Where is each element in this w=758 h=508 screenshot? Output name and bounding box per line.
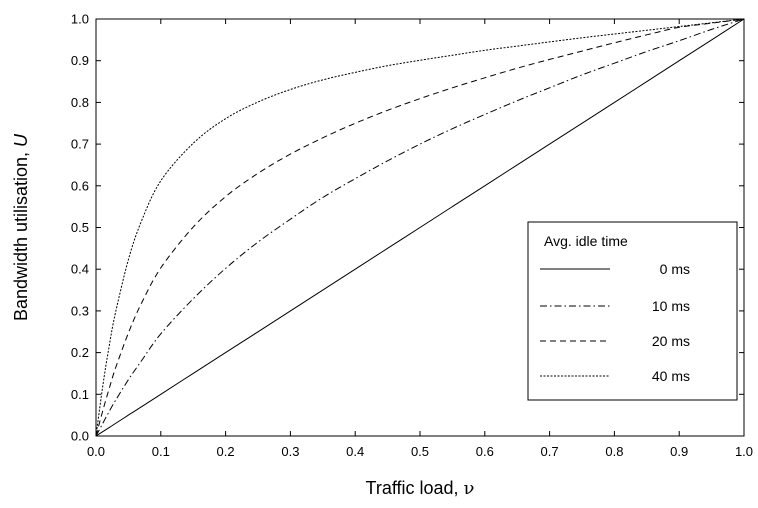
legend-box [527,221,738,401]
y-tick-label: 0.0 [71,429,89,444]
y-axis-title-symbol: U [11,133,31,147]
x-tick-label: 1.0 [735,444,753,459]
y-tick-label: 0.6 [71,178,89,193]
legend-entry-label: 40 ms [652,368,690,384]
y-tick-label: 0.9 [71,53,89,68]
x-tick-label: 0.1 [152,444,170,459]
x-tick-label: 0.7 [541,444,559,459]
x-tick-label: 0.0 [87,444,105,459]
x-axis-title-text: Traffic load, [366,478,464,498]
x-axis-title: Traffic load, ν [366,478,475,499]
x-tick-label: 0.4 [346,444,364,459]
y-tick-label: 1.0 [71,12,89,27]
y-tick-label: 0.1 [71,387,89,402]
x-tick-label: 0.9 [670,444,688,459]
legend-entry-label: 20 ms [652,333,690,349]
x-axis-title-symbol: ν [464,478,475,499]
y-axis-title-text: Bandwidth utilisation, [11,147,31,321]
y-tick-label: 0.2 [71,345,89,360]
y-tick-label: 0.4 [71,262,89,277]
x-tick-label: 0.2 [217,444,235,459]
legend: Avg. idle time 0 ms 10 ms 20 ms 40 ms [527,221,738,401]
legend-entry-label: 0 ms [660,261,690,277]
axis-ticks [95,18,745,437]
y-tick-label: 0.7 [71,137,89,152]
x-tick-label: 0.5 [411,444,429,459]
x-tick-label: 0.6 [476,444,494,459]
x-tick-label: 0.8 [605,444,623,459]
series-line [95,18,745,437]
legend-entry-label: 10 ms [652,298,690,314]
x-tick-labels: 0.0 0.1 0.2 0.3 0.4 0.5 0.6 0.7 0.8 0.9 1.0 [87,444,753,459]
series-line [95,18,745,437]
y-tick-label: 0.5 [71,220,89,235]
x-tick-label: 0.3 [281,444,299,459]
legend-entries: 0 ms 10 ms 20 ms 40 ms [540,261,690,384]
legend-title: Avg. idle time [544,233,628,249]
series-line [95,18,745,437]
y-tick-label: 0.3 [71,303,89,318]
y-axis-title: Bandwidth utilisation, U [11,133,31,321]
y-tick-label: 0.8 [71,95,89,110]
y-tick-labels: 0.0 0.1 0.2 0.3 0.4 0.5 0.6 0.7 0.8 0.9 1.0 [71,12,89,444]
series-layer [95,18,745,437]
